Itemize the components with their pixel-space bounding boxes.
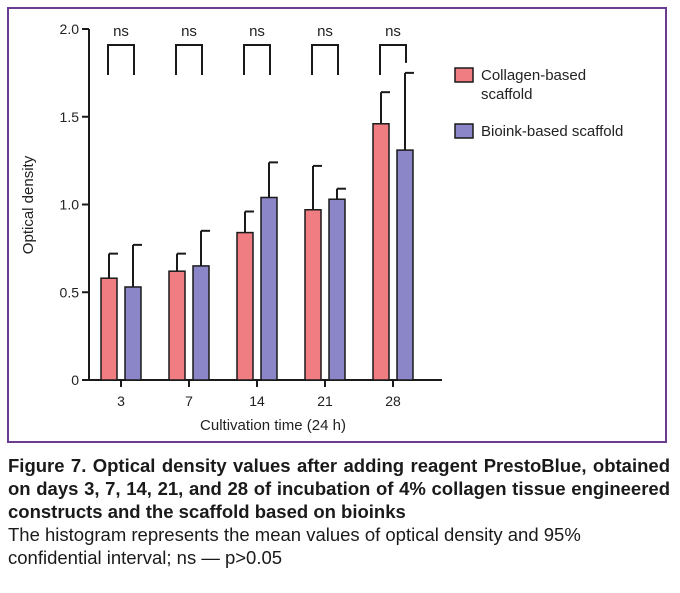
legend-label: scaffold xyxy=(481,86,532,103)
y-tick-label: 1.5 xyxy=(60,109,80,125)
significance-label: ns xyxy=(317,23,333,40)
significance-label: ns xyxy=(181,23,197,40)
legend-label: Collagen-based xyxy=(481,67,586,84)
legend-swatch-bioink xyxy=(454,123,474,139)
bar-collagen-day-21 xyxy=(304,209,322,381)
significance-bracket xyxy=(243,44,271,75)
legend-label: Bioink-based scaffold xyxy=(481,123,623,140)
x-tick-label: 28 xyxy=(385,393,401,409)
y-tick-label: 2.0 xyxy=(60,21,80,37)
bar-collagen-day-14 xyxy=(236,231,254,381)
caption-title: Figure 7. Optical density values after a… xyxy=(8,455,670,522)
bar-bioink-day-3 xyxy=(124,286,142,381)
bar-collagen-day-3 xyxy=(100,277,118,381)
chart-frame: 0 0.5 1.0 1.5 2.0 Optical density Cultivation … xyxy=(7,7,667,443)
y-tick-label: 1.0 xyxy=(60,197,80,213)
x-tick-label: 3 xyxy=(117,393,125,409)
x-tick-label: 21 xyxy=(317,393,333,409)
figure-caption: Figure 7. Optical density values after a… xyxy=(8,454,670,569)
bar-bioink-day-14 xyxy=(260,196,278,381)
y-tick-label: 0 xyxy=(71,372,79,388)
x-tick-label: 14 xyxy=(249,393,265,409)
bar-bioink-day-7 xyxy=(192,265,210,381)
caption-note: The histogram represents the mean values… xyxy=(8,524,581,568)
significance-bracket xyxy=(107,44,135,75)
legend-swatch-collagen xyxy=(454,67,474,83)
x-tick-label: 7 xyxy=(185,393,193,409)
y-axis-title: Optical density xyxy=(20,155,37,254)
bar-bioink-day-21 xyxy=(328,198,346,381)
significance-bracket xyxy=(311,44,339,75)
bar-bioink-day-28 xyxy=(396,149,414,381)
x-axis-title: Cultivation time (24 h) xyxy=(200,417,346,434)
significance-label: ns xyxy=(385,23,401,40)
bar-chart: 0 0.5 1.0 1.5 2.0 Optical density Cultivation … xyxy=(20,21,623,434)
significance-bracket xyxy=(175,44,203,75)
significance-label: ns xyxy=(249,23,265,40)
bar-collagen-day-28 xyxy=(372,123,390,381)
y-tick-label: 0.5 xyxy=(60,284,80,300)
significance-bracket xyxy=(379,44,407,75)
bar-collagen-day-7 xyxy=(168,270,186,381)
significance-label: ns xyxy=(113,23,129,40)
